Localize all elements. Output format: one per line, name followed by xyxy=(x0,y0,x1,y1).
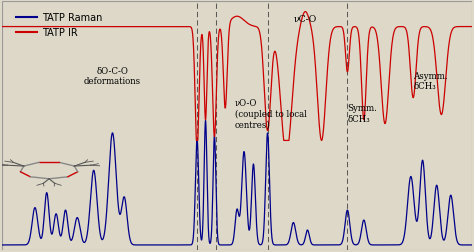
Text: Asymm.
δCH₃: Asymm. δCH₃ xyxy=(413,72,448,91)
Text: δO-C-O
deformations: δO-C-O deformations xyxy=(84,67,141,86)
Legend: TATP Raman, TATP IR: TATP Raman, TATP IR xyxy=(12,9,106,42)
Text: Symm.
δCH₃: Symm. δCH₃ xyxy=(347,104,377,123)
Text: νC-O: νC-O xyxy=(293,15,317,24)
Text: νO-O
(coupled to local
centres): νO-O (coupled to local centres) xyxy=(235,99,307,129)
